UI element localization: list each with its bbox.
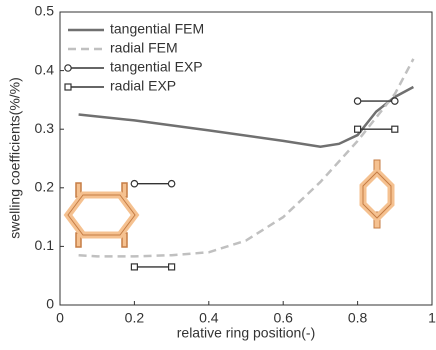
- x-tick-label: 0.4: [199, 310, 219, 326]
- x-tick-label: 0.8: [348, 310, 368, 326]
- legend-marker: [64, 83, 72, 91]
- series-line: [134, 100, 395, 185]
- legend-label: tangential EXP: [110, 59, 203, 75]
- hexagon-icon-right: [359, 159, 395, 229]
- y-tick-label: 0.1: [35, 237, 55, 253]
- y-tick-label: 0.4: [35, 61, 55, 77]
- series-line: [78, 85, 414, 149]
- x-axis-label: relative ring position(-): [177, 325, 316, 341]
- legend-marker: [64, 64, 72, 72]
- axes-frame: [59, 11, 433, 306]
- y-tick-label: 0.2: [35, 179, 55, 195]
- x-tick-label: 0.2: [125, 310, 145, 326]
- marker: [353, 97, 362, 105]
- legend-label: radial FEM: [110, 40, 178, 56]
- hexagon-icon-left: [63, 182, 140, 248]
- legend-label: tangential FEM: [110, 21, 204, 37]
- x-tick-label: 0: [56, 310, 64, 326]
- marker: [130, 263, 138, 271]
- series-line: [134, 128, 395, 268]
- y-tick-label: 0.3: [35, 120, 55, 136]
- y-tick-label: 0.5: [35, 3, 55, 19]
- legend-label: radial EXP: [110, 78, 176, 94]
- marker: [391, 125, 399, 133]
- marker: [390, 97, 399, 105]
- marker: [354, 125, 362, 133]
- marker: [130, 179, 139, 188]
- series-line: [78, 58, 415, 258]
- x-tick-label: 1: [428, 310, 436, 326]
- x-tick-label: 0.6: [273, 310, 293, 326]
- marker: [167, 179, 176, 188]
- y-tick-label: 0: [46, 296, 54, 312]
- y-axis-label: swelling coefficients(%/%): [7, 77, 23, 239]
- marker: [168, 263, 176, 271]
